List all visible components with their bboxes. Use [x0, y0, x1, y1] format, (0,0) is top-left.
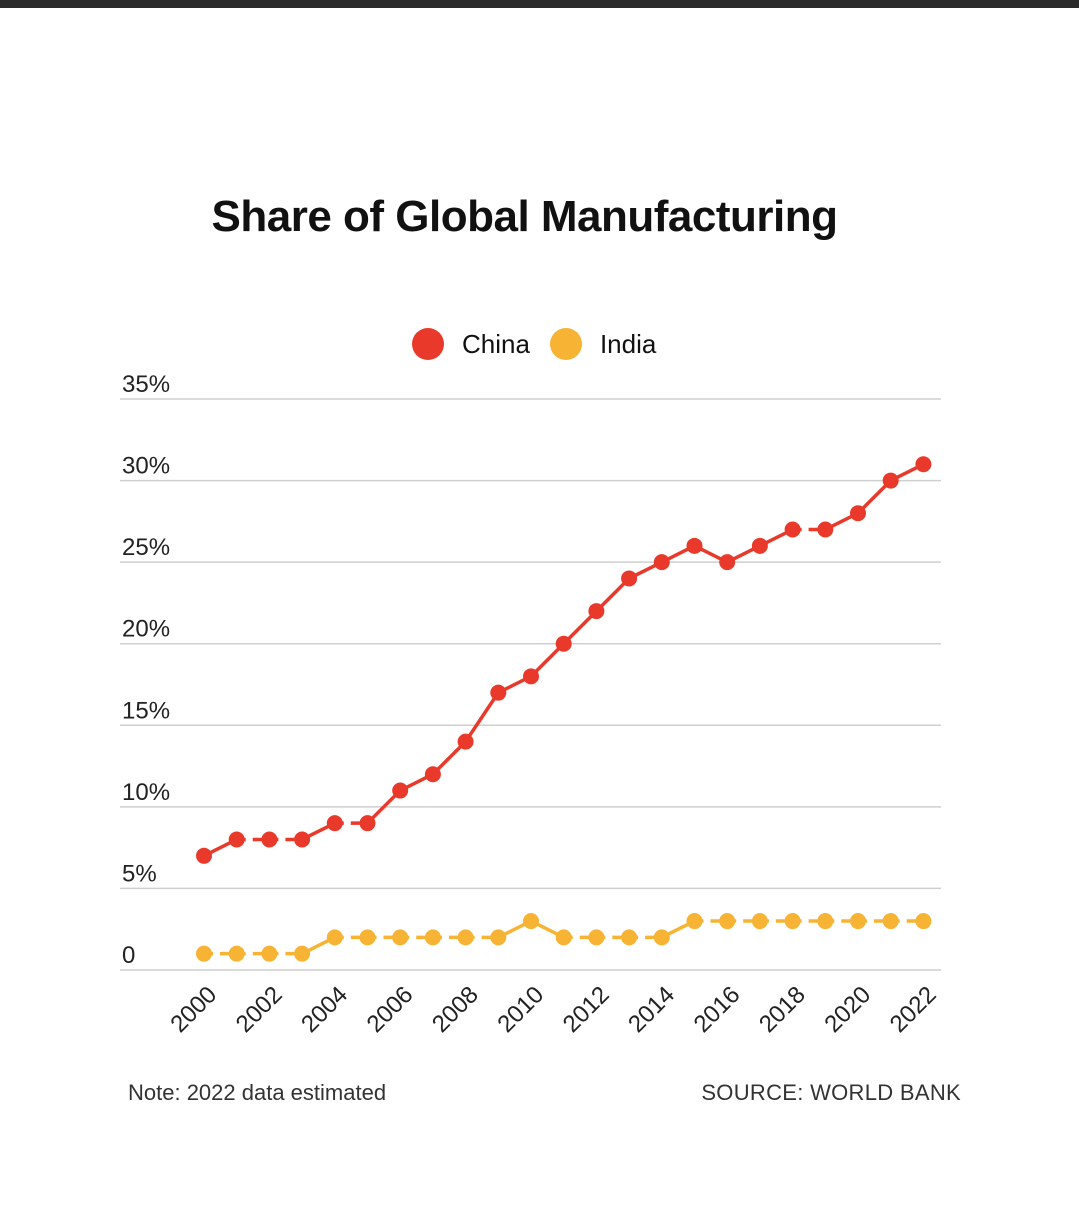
data-point-india: [915, 913, 932, 930]
data-point-china: [686, 537, 703, 554]
data-point-india: [686, 913, 703, 930]
data-point-china: [621, 570, 638, 587]
data-point-india: [392, 929, 409, 946]
x-tick-label: 2010: [492, 981, 549, 1038]
y-tick-label: 10%: [122, 779, 170, 806]
data-point-india: [850, 913, 866, 930]
chart-title: Share of Global Manufacturing: [211, 192, 839, 241]
data-point-india: [294, 945, 311, 962]
data-point-china: [457, 733, 474, 750]
data-point-china: [719, 554, 736, 571]
data-point-china: [751, 537, 768, 554]
y-tick-label: 25%: [122, 534, 170, 561]
chart-source: SOURCE: WORLD BANK: [701, 1080, 961, 1105]
data-point-india: [261, 945, 278, 962]
y-tick-label: 15%: [122, 697, 170, 724]
legend-swatch-china: [412, 328, 444, 360]
data-point-india: [817, 913, 834, 930]
data-point-china: [228, 831, 245, 848]
y-tick-label: 30%: [122, 453, 170, 480]
x-tick-label: 2006: [362, 981, 419, 1038]
x-tick-label: 2022: [885, 981, 942, 1038]
x-tick-label: 2004: [296, 981, 353, 1038]
data-point-india: [882, 913, 899, 930]
data-point-china: [326, 815, 343, 832]
x-tick-label: 2020: [819, 981, 876, 1038]
y-tick-label: 0: [122, 942, 135, 969]
y-tick-label: 20%: [122, 616, 170, 643]
x-tick-label: 2014: [623, 981, 680, 1038]
data-point-china: [555, 635, 572, 652]
x-tick-label: 2002: [231, 981, 288, 1038]
data-point-china: [359, 815, 376, 832]
data-point-china: [490, 684, 507, 701]
legend-swatch-india: [549, 328, 582, 360]
y-tick-label: 35%: [122, 371, 170, 398]
data-point-china: [817, 521, 834, 538]
series-segment-china: [464, 691, 500, 743]
legend-item-china: China: [412, 328, 530, 360]
x-tick-label: 2018: [754, 981, 811, 1038]
data-point-china: [915, 456, 932, 473]
x-tick-label: 2000: [165, 981, 222, 1038]
data-point-china: [882, 472, 899, 489]
data-point-india: [326, 929, 343, 946]
data-point-india: [588, 929, 605, 946]
data-point-china: [261, 831, 278, 848]
data-point-china: [294, 831, 311, 848]
legend-label-india: India: [599, 328, 657, 359]
data-point-india: [196, 945, 212, 962]
data-point-china: [196, 847, 212, 864]
data-point-china: [523, 668, 539, 685]
data-point-china: [392, 782, 409, 799]
data-point-india: [228, 945, 245, 962]
legend-label-china: China: [462, 328, 530, 359]
data-point-china: [850, 505, 866, 522]
data-point-india: [490, 929, 507, 946]
chart-note: Note: 2022 data estimated: [128, 1080, 387, 1105]
legend-item-india: India: [549, 328, 657, 360]
x-tick-label: 2012: [558, 981, 615, 1038]
data-point-india: [653, 929, 670, 946]
data-point-india: [621, 929, 638, 946]
data-point-india: [751, 913, 768, 930]
data-point-india: [523, 913, 539, 930]
data-point-india: [555, 929, 572, 946]
top-bar: [0, 0, 1079, 8]
data-point-india: [719, 913, 736, 930]
data-point-india: [424, 929, 441, 946]
data-point-india: [784, 913, 801, 930]
data-point-china: [653, 554, 670, 571]
data-point-india: [359, 929, 376, 946]
data-point-china: [588, 603, 605, 620]
x-tick-label: 2008: [427, 981, 484, 1038]
y-tick-label: 5%: [122, 860, 157, 887]
x-tick-label: 2016: [689, 981, 746, 1038]
data-point-china: [784, 521, 801, 538]
data-point-india: [457, 929, 474, 946]
data-point-china: [424, 766, 441, 783]
legend: China India: [412, 328, 676, 360]
